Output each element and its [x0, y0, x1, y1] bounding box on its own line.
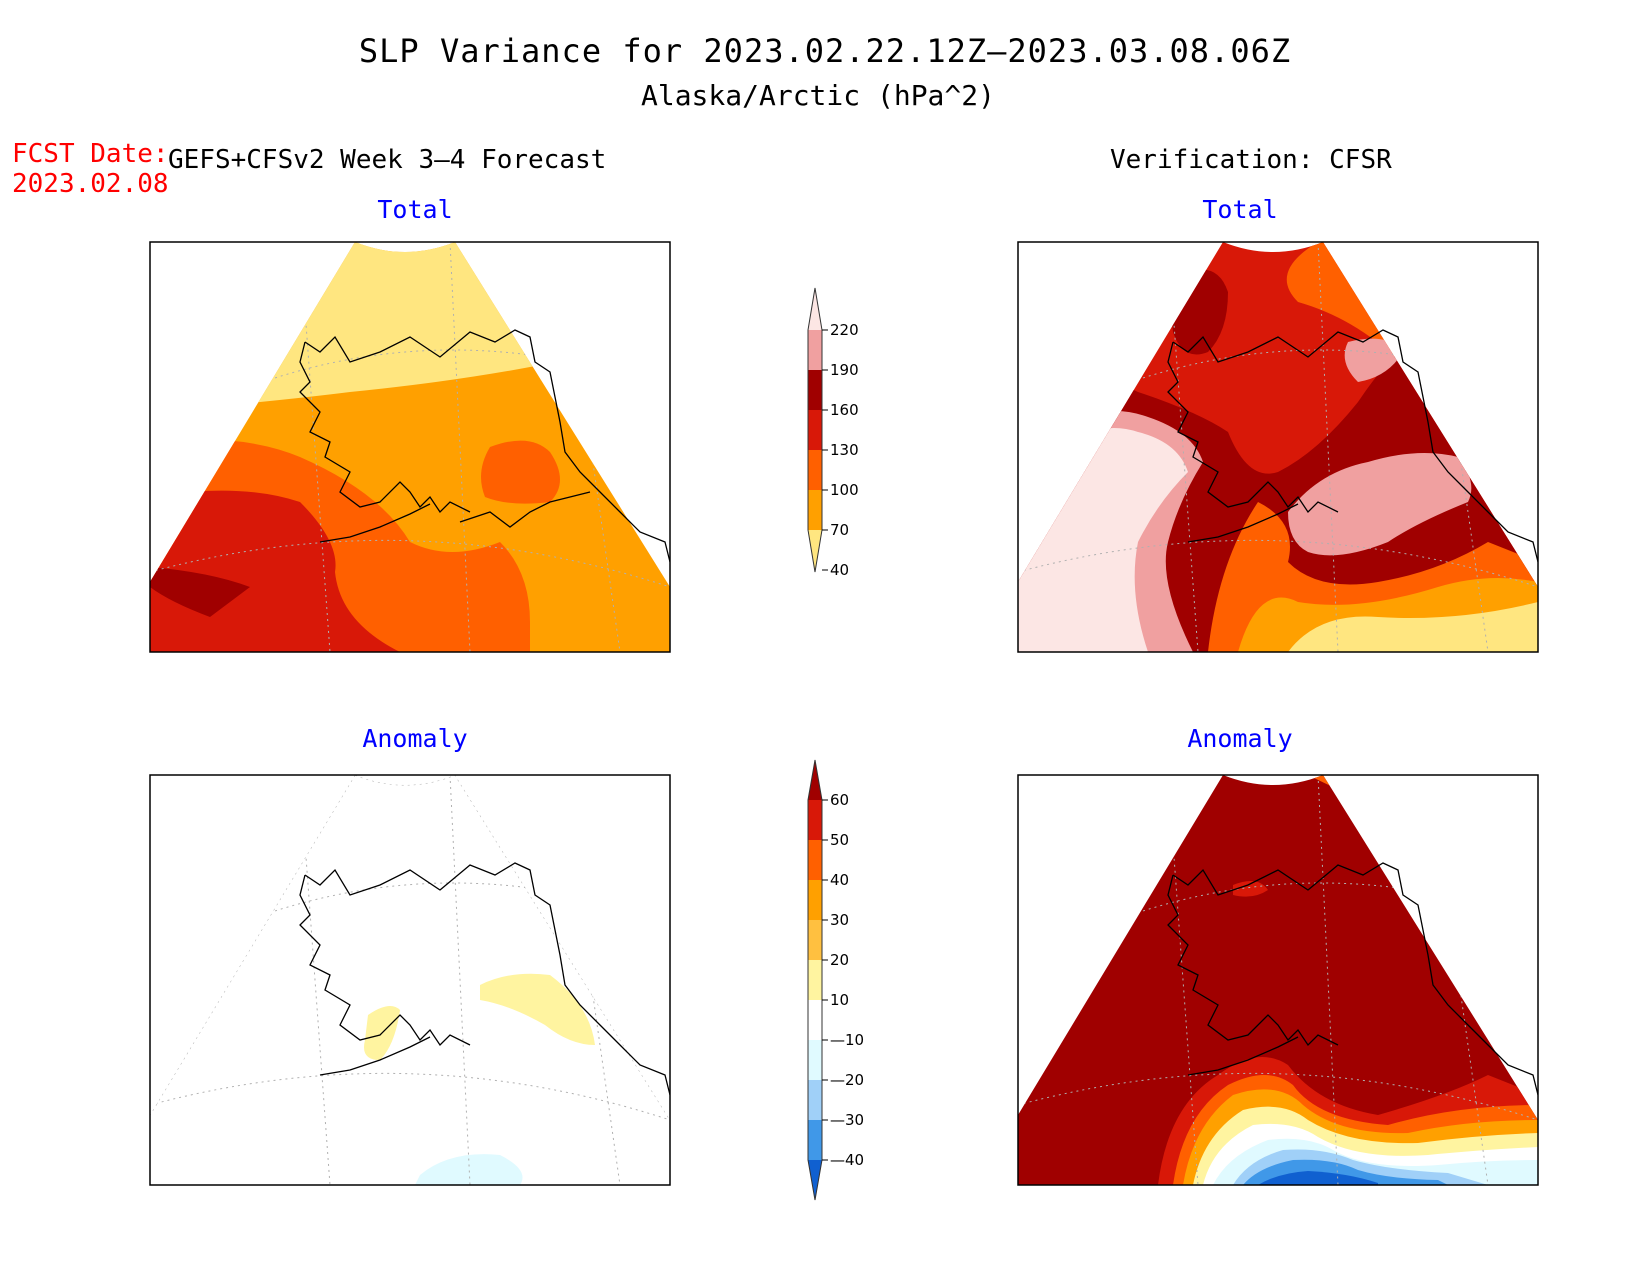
colorbar-anom-tick-label: —20 — [830, 1071, 864, 1089]
panel-title-verification-anomaly: Anomaly — [1187, 724, 1292, 753]
panel-verification-anomaly — [1017, 774, 1539, 1186]
fill-40-70 — [1288, 602, 1538, 652]
colorbar-total-tick-label: 130 — [830, 441, 859, 459]
panel-frame — [149, 774, 671, 1186]
colorbar-total: 220 190 160 130 100 70 40 — [807, 287, 859, 579]
colorbar-total-triangle-top — [808, 288, 822, 330]
colorbar-anom-segment — [808, 920, 822, 960]
fill-190-220-c — [1344, 338, 1403, 382]
colorbar-total-segment — [808, 490, 822, 530]
colorbar-total-tick-label: 40 — [830, 561, 849, 579]
panel-title-forecast-anomaly: Anomaly — [362, 724, 467, 753]
colorbar-total-tick-label: 100 — [830, 481, 859, 499]
fill-neg10-neg20 — [415, 1154, 523, 1185]
colorbar-anom-segment — [808, 1040, 822, 1080]
colorbar-anom-triangle-bottom — [808, 1160, 822, 1200]
fill-10-20 — [480, 973, 595, 1045]
panel-forecast-total — [149, 241, 671, 653]
verification-header: Verification: CFSR — [1110, 145, 1392, 175]
panel-verification-total — [1017, 241, 1539, 653]
colorbar-anom-tick-label: —10 — [830, 1031, 864, 1049]
chart-subtitle: Alaska/Arctic (hPa^2) — [641, 79, 995, 112]
colorbar-total-segment — [808, 330, 822, 370]
panel-forecast-anomaly — [149, 774, 671, 1186]
colorbar-anom-segment — [808, 1000, 822, 1040]
colorbar-total-segment — [808, 450, 822, 490]
panel-title-verification-total: Total — [1202, 195, 1277, 224]
colorbar-anom-segment — [808, 880, 822, 920]
fcst-date-label: FCST Date: — [12, 139, 169, 169]
colorbar-anom-tick-label: 40 — [830, 871, 849, 889]
chart-title: SLP Variance for 2023.02.22.12Z—2023.03.… — [359, 32, 1291, 70]
colorbar-anom-tick-label: 20 — [830, 951, 849, 969]
panel-frame — [1017, 241, 1539, 653]
colorbar-anom-segment — [808, 1080, 822, 1120]
fill-160-190 — [150, 567, 250, 617]
colorbar-anom-segment — [808, 1120, 822, 1160]
fill-100-130-b — [481, 440, 560, 504]
colorbar-anom-tick-label: 50 — [830, 831, 849, 849]
colorbar-total-segment — [808, 370, 822, 410]
colorbar-anomaly: 60 50 40 30 20 10 —10 —20 —30 —40 — [807, 759, 864, 1201]
colorbar-total-tick-label: 70 — [830, 521, 849, 539]
fcst-date-value: 2023.02.08 — [12, 169, 169, 199]
colorbar-total-triangle-bottom — [808, 530, 822, 572]
fill-30-40-north — [1328, 775, 1538, 835]
colorbar-total-tick-label: 160 — [830, 401, 859, 419]
fill-190-220-b — [1288, 453, 1472, 556]
panel-title-forecast-total: Total — [377, 195, 452, 224]
colorbar-total-tick-label: 190 — [830, 361, 859, 379]
fill-lt-neg40 — [1258, 1171, 1378, 1185]
colorbar-anom-segment — [808, 840, 822, 880]
panel-frame — [149, 241, 671, 653]
colorbar-anom-triangle-top — [808, 760, 822, 800]
panel-frame — [1017, 774, 1539, 1186]
fill-40-50-west — [1018, 865, 1078, 950]
colorbar-anom-tick-label: 30 — [830, 911, 849, 929]
colorbar-anom-tick-label: —40 — [830, 1151, 864, 1169]
colorbar-anom-tick-label: 60 — [830, 791, 849, 809]
colorbar-total-segment — [808, 410, 822, 450]
colorbar-anom-segment — [808, 960, 822, 1000]
colorbar-anom-tick-label: 10 — [830, 991, 849, 1009]
fill-near-zero — [150, 775, 670, 1185]
forecast-header: GEFS+CFSv2 Week 3—4 Forecast — [168, 145, 606, 175]
colorbar-anom-tick-label: —30 — [830, 1111, 864, 1129]
colorbar-anom-segment — [808, 800, 822, 840]
fill-50-60-b — [1233, 881, 1268, 897]
colorbar-total-tick-label: 220 — [830, 321, 859, 339]
